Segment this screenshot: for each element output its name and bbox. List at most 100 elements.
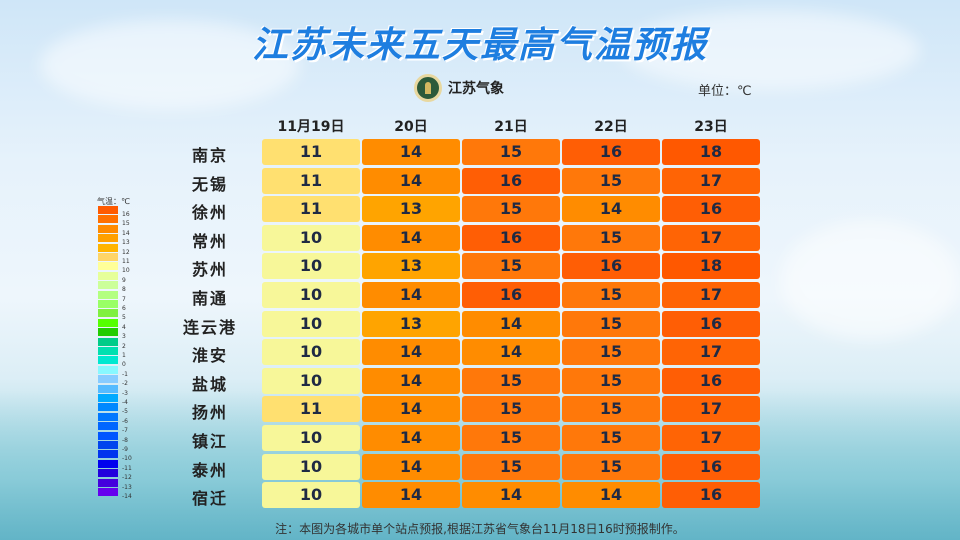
- legend-swatch: [98, 384, 118, 393]
- temperature-cell: 15: [562, 367, 660, 394]
- city-label: 镇江: [191, 432, 228, 451]
- cloud-decoration: [780, 220, 960, 340]
- temperature-cell: 15: [462, 139, 560, 165]
- temperature-cell: 17: [662, 396, 760, 423]
- temperature-cell: 15: [462, 453, 560, 480]
- legend-swatch: [98, 488, 118, 496]
- temperature-cell: 13: [362, 310, 460, 337]
- temperature-cell: 10: [262, 224, 360, 251]
- temperature-cell: 16: [562, 253, 660, 280]
- legend-swatch: [98, 318, 118, 327]
- legend-label: 13: [122, 239, 130, 247]
- page-title: 江苏未来五天最高气温预报: [251, 25, 708, 66]
- temperature-cell: 10: [262, 367, 360, 394]
- temperature-cell: 14: [562, 196, 660, 223]
- legend-swatch: [98, 224, 118, 233]
- city-label: 常州: [191, 231, 228, 251]
- legend-swatch: [98, 262, 118, 271]
- temperature-cell: 14: [362, 167, 460, 194]
- legend-label: -14: [122, 493, 132, 500]
- temperature-cell: 10: [262, 253, 360, 280]
- logo-text: 江苏气象: [448, 81, 504, 97]
- column-header: 21日: [494, 119, 528, 135]
- legend-label: -6: [122, 417, 128, 425]
- legend-label: -4: [122, 399, 128, 406]
- legend-label: -11: [122, 464, 132, 472]
- city-label: 泰州: [191, 460, 228, 480]
- city-label: 淮安: [191, 346, 228, 366]
- legend-swatch: [98, 253, 118, 261]
- column-header: 22日: [594, 119, 628, 135]
- temperature-cell: 14: [362, 224, 460, 251]
- temperature-cell: 16: [662, 482, 760, 509]
- legend-swatch: [98, 309, 118, 318]
- temperature-cell: 10: [262, 282, 360, 308]
- temperature-cell: 14: [362, 282, 460, 308]
- temperature-cell: 16: [662, 367, 760, 394]
- legend-label: 12: [122, 248, 130, 256]
- legend-swatch: [98, 375, 118, 384]
- legend-swatch: [98, 281, 118, 290]
- legend-swatch: [98, 243, 118, 252]
- legend-swatch: [98, 478, 118, 487]
- temperature-cell: 15: [562, 167, 660, 194]
- temperature-cell: 14: [362, 482, 460, 509]
- temperature-cell: 15: [462, 425, 560, 451]
- legend-swatch: [98, 394, 118, 402]
- legend-swatch: [98, 300, 118, 308]
- city-label: 南京: [191, 146, 228, 165]
- temperature-cell: 14: [362, 139, 460, 165]
- legend-swatch: [98, 347, 118, 355]
- temperature-cell: 17: [662, 224, 760, 251]
- legend-label: 5: [122, 314, 126, 322]
- legend-swatch: [98, 422, 118, 431]
- temperature-cell: 15: [562, 224, 660, 251]
- city-label: 南通: [191, 289, 228, 308]
- column-header: 23日: [694, 119, 728, 135]
- legend-swatch: [98, 403, 118, 412]
- temperature-cell: 16: [462, 282, 560, 308]
- city-label: 盐城: [191, 374, 228, 394]
- temperature-cell: 16: [662, 453, 760, 480]
- temperature-cell: 14: [362, 367, 460, 394]
- temperature-cell: 15: [562, 453, 660, 480]
- temperature-cell: 11: [262, 167, 360, 194]
- temperature-cell: 15: [462, 367, 560, 394]
- temperature-cell: 14: [362, 453, 460, 480]
- city-label: 扬州: [191, 403, 228, 423]
- temperature-cell: 16: [562, 139, 660, 165]
- legend-swatch: [98, 365, 118, 374]
- temperature-cell: 15: [562, 282, 660, 308]
- legend-swatch: [98, 290, 118, 299]
- temperature-cell: 16: [462, 167, 560, 194]
- legend-label: 7: [122, 295, 126, 303]
- legend-label: -8: [122, 436, 128, 444]
- legend-swatch: [98, 412, 118, 421]
- legend-label: 1: [122, 352, 126, 359]
- legend-label: 14: [122, 229, 130, 237]
- legend-label: 11: [122, 258, 130, 265]
- temperature-cell: 14: [362, 396, 460, 423]
- legend-label: -2: [122, 380, 128, 388]
- temperature-cell: 10: [262, 453, 360, 480]
- temperature-cell: 11: [262, 196, 360, 223]
- temperature-cell: 16: [662, 196, 760, 223]
- temperature-cell: 14: [462, 339, 560, 366]
- legend-label: 6: [122, 305, 126, 312]
- legend-swatch: [98, 450, 118, 459]
- temperature-cell: 14: [562, 482, 660, 509]
- temperature-cell: 13: [362, 253, 460, 280]
- temperature-cell: 16: [462, 224, 560, 251]
- temperature-cell: 16: [662, 310, 760, 337]
- temperature-cell: 15: [462, 196, 560, 223]
- temperature-cell: 10: [262, 482, 360, 509]
- legend-label: 0: [122, 361, 126, 369]
- temperature-cell: 14: [462, 482, 560, 509]
- temperature-cell: 15: [562, 425, 660, 451]
- city-label: 徐州: [191, 203, 228, 223]
- legend-swatch: [98, 441, 118, 449]
- unit-label: 单位：℃: [698, 84, 752, 99]
- legend-label: 8: [122, 286, 126, 294]
- legend-label: 16: [122, 211, 130, 218]
- temperature-cell: 11: [262, 139, 360, 165]
